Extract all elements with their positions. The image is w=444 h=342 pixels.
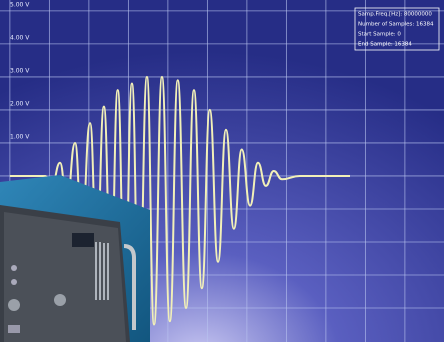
scope-screen: 5.00 V 4.00 V 3.00 V 2.00 V 1.00 V Samp.Freq… [0,0,444,342]
info-text: Number of Samples: 16384 [358,22,434,28]
y-tick-label: 2.00 V [10,100,30,107]
y-tick-label: 4.00 V [10,34,30,41]
y-tick-label: 5.00 V [10,1,30,8]
info-text: Samp.Freq.[Hz]: 80000000 [358,12,432,18]
y-tick-label: 1.00 V [10,133,30,140]
y-tick-label: 3.00 V [10,67,30,74]
info-text: Start Sample: 0 [358,32,401,38]
info-text: End Sample: 16384 [358,42,412,48]
